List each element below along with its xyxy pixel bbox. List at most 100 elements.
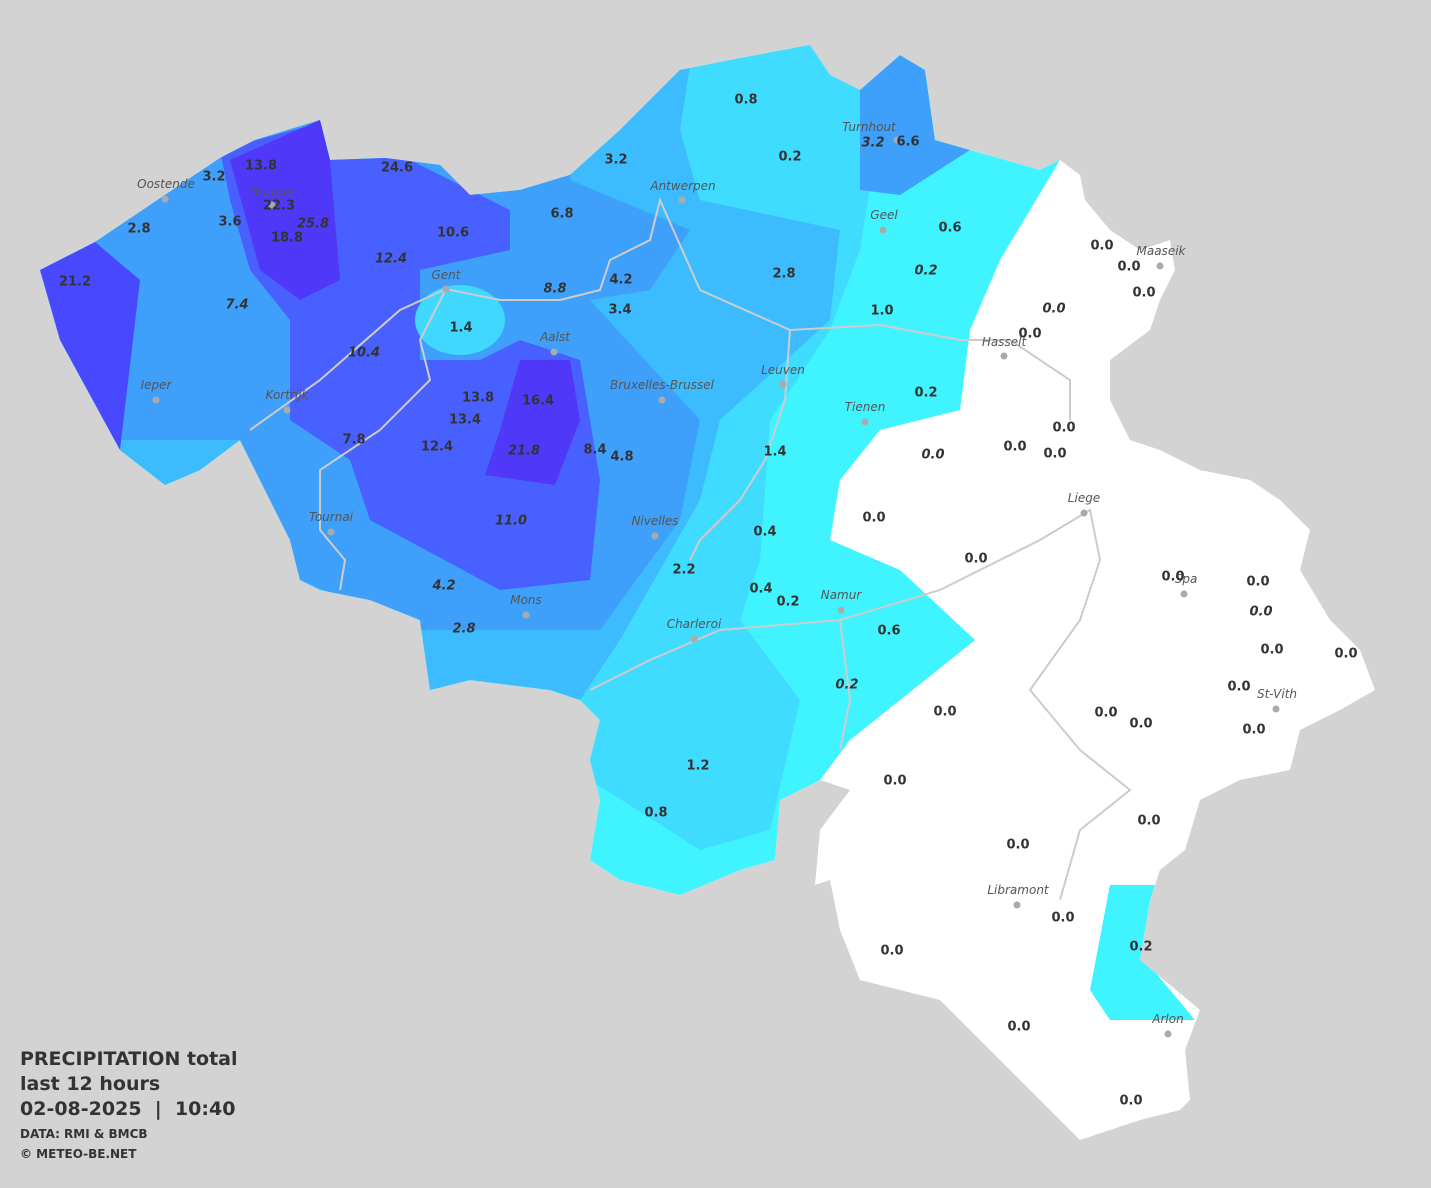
reading: 2.8 — [127, 222, 150, 237]
city-label: Tournai — [309, 510, 354, 524]
city-dot — [690, 635, 698, 643]
reading: 0.0 — [1119, 1094, 1142, 1109]
reading: 0.0 — [921, 448, 944, 463]
city-dot — [651, 532, 659, 540]
city-dot — [779, 380, 787, 388]
city-label: Tienen — [845, 400, 886, 414]
reading: 0.0 — [880, 944, 903, 959]
reading: 3.4 — [608, 303, 631, 318]
city-dot — [1180, 590, 1188, 598]
reading: 3.6 — [218, 215, 241, 230]
reading: 0.0 — [883, 774, 906, 789]
city-label: Bruxelles-Brussel — [610, 378, 715, 392]
reading: 10.4 — [348, 346, 380, 361]
reading: 0.2 — [776, 595, 799, 610]
reading: 0.4 — [749, 582, 772, 597]
reading: 18.8 — [271, 231, 303, 246]
city-label: Geel — [870, 208, 898, 222]
reading: 12.4 — [421, 440, 453, 455]
city-dot — [1080, 509, 1088, 517]
reading: 0.0 — [1129, 717, 1152, 732]
reading: 21.2 — [59, 275, 91, 290]
reading: 0.0 — [1137, 814, 1160, 829]
city-dot — [161, 195, 169, 203]
reading: 1.4 — [449, 321, 472, 336]
city-label: Ieper — [141, 378, 173, 392]
reading: 22.3 — [263, 199, 295, 214]
reading: 0.4 — [753, 525, 776, 540]
rivers — [249, 196, 1132, 901]
reading: 0.6 — [938, 221, 961, 236]
city-dot — [879, 226, 887, 234]
reading: 0.2 — [778, 150, 801, 165]
city-dot — [1272, 705, 1280, 713]
reading: 4.8 — [610, 450, 633, 465]
zone — [860, 55, 970, 195]
river — [589, 508, 1132, 901]
city-dot — [268, 201, 276, 209]
reading: 6.8 — [550, 207, 573, 222]
city-dot — [893, 136, 901, 144]
reading: 21.8 — [508, 444, 540, 459]
city-dot — [837, 606, 845, 614]
reading: 0.0 — [964, 552, 987, 567]
reading: 0.6 — [877, 624, 900, 639]
reading: 7.8 — [342, 433, 365, 448]
reading: 2.8 — [452, 622, 475, 637]
city-dot — [152, 396, 160, 404]
reading: 0.2 — [914, 264, 937, 279]
city-label: Spa — [1175, 572, 1198, 586]
city-dot — [522, 611, 530, 619]
reading: 0.0 — [1246, 575, 1269, 590]
reading: 1.4 — [763, 445, 786, 460]
reading: 0.0 — [1007, 1020, 1030, 1035]
zone — [485, 360, 580, 485]
city-label: Oostende — [137, 177, 195, 191]
reading: 1.2 — [686, 759, 709, 774]
city-label: Leuven — [761, 363, 805, 377]
reading: 0.0 — [1052, 421, 1075, 436]
city-dot — [327, 528, 335, 536]
reading: 13.8 — [245, 159, 277, 174]
city-dot — [1156, 262, 1164, 270]
reading: 10.6 — [437, 226, 469, 241]
reading: 4.2 — [609, 273, 632, 288]
reading: 16.4 — [522, 394, 554, 409]
city-label: Hasselt — [982, 335, 1028, 349]
reading: 0.0 — [1227, 680, 1250, 695]
reading: 24.6 — [381, 161, 413, 176]
river — [839, 619, 852, 751]
city-label: Turnhout — [842, 120, 897, 134]
reading: 0.0 — [1132, 286, 1155, 301]
reading: 13.4 — [449, 413, 481, 428]
reading: 0.0 — [1018, 327, 1041, 342]
reading: 3.2 — [202, 170, 225, 185]
city-dot — [658, 396, 666, 404]
reading: 12.4 — [375, 252, 407, 267]
datetime: 02-08-2025 | 10:40 — [20, 1098, 235, 1120]
city-dot — [1000, 352, 1008, 360]
reading: 25.8 — [297, 217, 329, 232]
reading: 0.0 — [1334, 647, 1357, 662]
city-label: Charleroi — [667, 617, 722, 631]
city-label: Gent — [432, 268, 462, 282]
reading: 0.0 — [1042, 302, 1065, 317]
city-label: Antwerpen — [649, 179, 715, 193]
reading: 0.0 — [1094, 706, 1117, 721]
river — [319, 288, 447, 591]
city-dot — [861, 418, 869, 426]
reading: 0.0 — [1242, 723, 1265, 738]
reading: 0.0 — [1249, 605, 1272, 620]
city-label: Brugge — [250, 185, 293, 199]
city-label: Liege — [1068, 491, 1100, 505]
city-dot — [550, 348, 558, 356]
source: DATA: RMI & BMCB — [20, 1127, 148, 1141]
reading: 3.2 — [604, 153, 627, 168]
title: PRECIPITATION total — [20, 1048, 238, 1070]
reading: 0.0 — [1117, 260, 1140, 275]
city-label: Nivelles — [631, 514, 678, 528]
reading: 2.2 — [672, 563, 695, 578]
reading: 2.8 — [772, 267, 795, 282]
reading: 6.6 — [896, 135, 919, 150]
zone — [415, 285, 505, 355]
